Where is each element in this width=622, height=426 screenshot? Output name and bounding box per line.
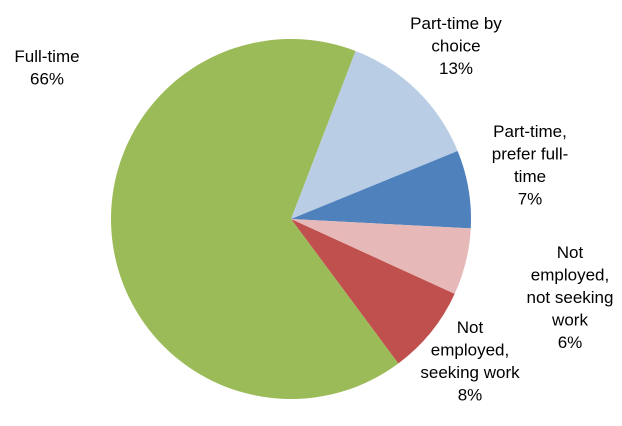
- pie-slice-category-label: work: [551, 311, 588, 330]
- pie-slice-category-label: seeking work: [420, 363, 520, 382]
- pie-slice-category-label: Not: [557, 243, 584, 262]
- pie-slice-category-label: Part-time by: [410, 14, 502, 33]
- pie-slice-value-label: 7%: [518, 190, 543, 209]
- pie-slice-category-label: employed,: [431, 341, 509, 360]
- pie-slice-category-label: prefer full-: [492, 145, 569, 164]
- pie-slice-value-label: 66%: [30, 70, 64, 89]
- pie-slice-label-4: Full-time 66%: [14, 47, 79, 89]
- pie-slice-category-label: Full-time: [14, 47, 79, 66]
- pie-slice-category-label: employed,: [531, 266, 609, 285]
- pie-slice-value-label: 8%: [458, 386, 483, 405]
- pie-slice-label-3: Not employed, seeking work 8%: [420, 318, 520, 405]
- pie-labels: Part-time by choice 13% Part-time, prefer fu…: [14, 14, 613, 405]
- pie-slice-category-label: Not: [457, 318, 484, 337]
- pie-slice-category-label: choice: [431, 37, 480, 56]
- pie-slices: [110, 39, 471, 400]
- pie-slice-4: [110, 39, 399, 400]
- pie-slice-value-label: 13%: [439, 59, 473, 78]
- pie-slice-label-2: Not employed, not seeking work 6%: [527, 243, 614, 352]
- pie-slice-category-label: not seeking: [527, 288, 614, 307]
- pie-slice-category-label: time: [514, 167, 546, 186]
- pie-slice-value-label: 6%: [558, 333, 583, 352]
- pie-slice-1: [291, 150, 471, 229]
- pie-slice-2: [291, 219, 471, 294]
- pie-slice-category-label: Part-time,: [493, 122, 567, 141]
- pie-slice-label-1: Part-time, prefer full-time 7%: [492, 122, 569, 209]
- pie-slice-label-0: Part-time by choice 13%: [410, 14, 502, 78]
- pie-slice-3: [291, 219, 455, 364]
- pie-slice-0: [291, 50, 458, 220]
